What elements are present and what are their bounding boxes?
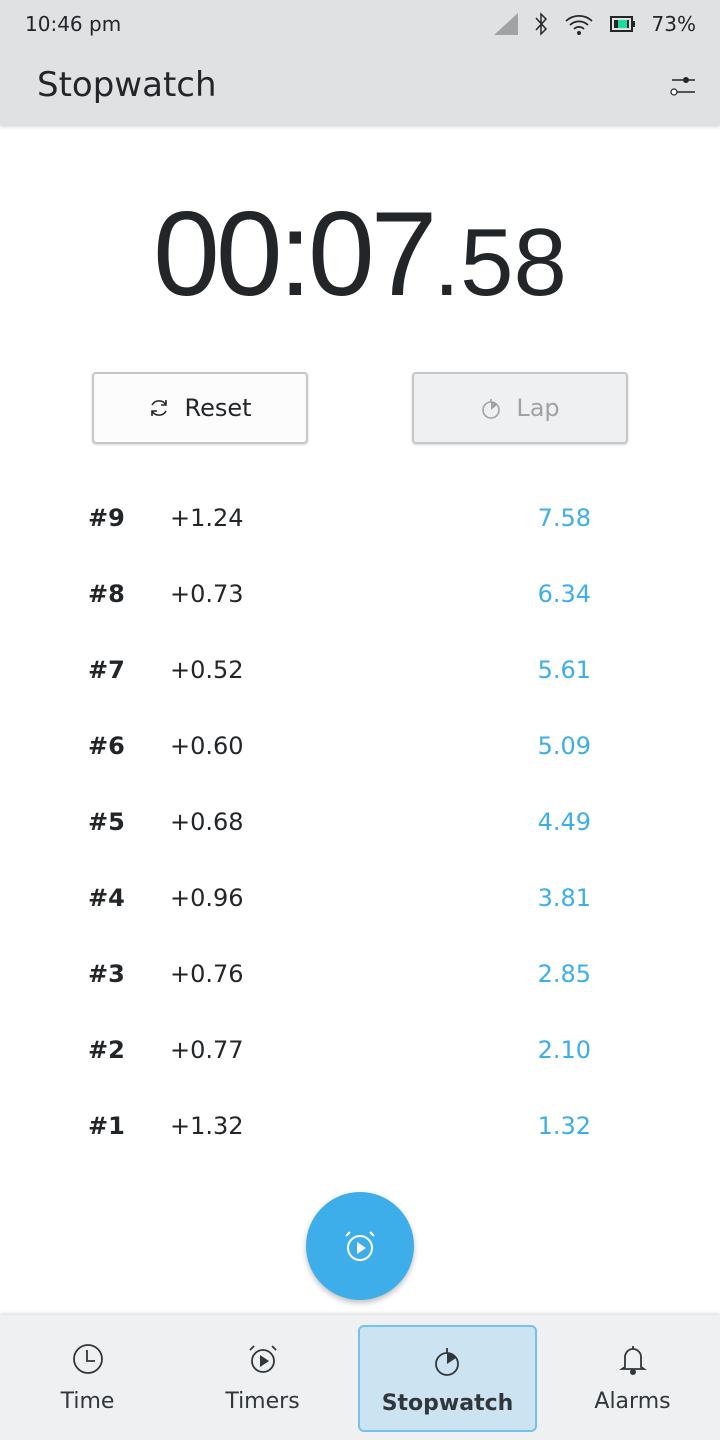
lap-button[interactable]: Lap	[412, 372, 628, 444]
status-time: 10:46 pm	[25, 12, 122, 36]
elapsed-time: 00:07	[153, 187, 437, 321]
lap-total: 6.34	[537, 580, 591, 608]
lap-total: 5.09	[537, 732, 591, 760]
lap-total: 2.85	[537, 960, 591, 988]
start-stop-button[interactable]	[306, 1192, 414, 1300]
lap-row: #9 +1.24 7.58	[0, 500, 720, 576]
lap-delta: +0.76	[170, 960, 244, 988]
lap-number: #4	[88, 884, 125, 912]
lap-delta: +0.52	[170, 656, 244, 684]
lap-delta: +0.68	[170, 808, 244, 836]
nav-alarms-label: Alarms	[594, 1389, 671, 1414]
lap-label: Lap	[516, 394, 560, 422]
lap-delta: +0.73	[170, 580, 244, 608]
lap-list: #9 +1.24 7.58 #8 +0.73 6.34 #7 +0.52 5.61 #6 +0.60…	[0, 500, 720, 1184]
lap-number: #2	[88, 1036, 125, 1064]
sliders-icon[interactable]	[670, 74, 696, 98]
reset-label: Reset	[184, 394, 252, 422]
lap-number: #5	[88, 808, 125, 836]
battery-percent: 73%	[651, 12, 696, 36]
nav-timers-label: Timers	[225, 1389, 300, 1414]
status-bar: 10:46 pm 73%	[0, 0, 720, 50]
nav-stopwatch-label: Stopwatch	[381, 1391, 514, 1416]
lap-number: #8	[88, 580, 125, 608]
reset-button[interactable]: Reset	[92, 372, 308, 444]
lap-total: 2.10	[537, 1036, 591, 1064]
battery-icon	[609, 16, 635, 32]
page-title: Stopwatch	[37, 65, 217, 105]
nav-timers[interactable]: Timers	[175, 1315, 350, 1440]
timer-icon	[248, 1345, 277, 1373]
lap-row: #3 +0.76 2.85	[0, 956, 720, 1032]
stopwatch-display: 00:07.58	[0, 185, 720, 323]
nav-time-label: Time	[60, 1389, 115, 1414]
nav-time[interactable]: Time	[0, 1315, 175, 1440]
lap-delta: +1.24	[170, 504, 244, 532]
signal-icon	[493, 13, 518, 35]
lap-row: #1 +1.32 1.32	[0, 1108, 720, 1184]
lap-number: #6	[88, 732, 125, 760]
stopwatch-icon	[434, 1348, 459, 1376]
play-timer-icon	[345, 1231, 375, 1261]
lap-row: #2 +0.77 2.10	[0, 1032, 720, 1108]
lap-row: #7 +0.52 5.61	[0, 652, 720, 728]
stopwatch-icon	[482, 399, 501, 419]
lap-number: #1	[88, 1112, 125, 1140]
wifi-icon	[564, 14, 593, 35]
lap-row: #5 +0.68 4.49	[0, 804, 720, 880]
bell-icon	[618, 1346, 647, 1375]
lap-delta: +0.96	[170, 884, 244, 912]
bottom-nav: Time Timers Stopwatch Alarms	[0, 1315, 720, 1440]
nav-alarms[interactable]: Alarms	[545, 1315, 720, 1440]
lap-row: #8 +0.73 6.34	[0, 576, 720, 652]
lap-number: #7	[88, 656, 125, 684]
app-header: Stopwatch	[0, 50, 720, 125]
lap-delta: +0.60	[170, 732, 244, 760]
lap-delta: +1.32	[170, 1112, 244, 1140]
lap-number: #9	[88, 504, 125, 532]
lap-total: 5.61	[537, 656, 591, 684]
reset-icon	[151, 400, 168, 416]
lap-total: 1.32	[537, 1112, 591, 1140]
lap-total: 7.58	[537, 504, 591, 532]
lap-total: 4.49	[537, 808, 591, 836]
lap-total: 3.81	[537, 884, 591, 912]
bluetooth-icon	[534, 12, 547, 36]
lap-row: #4 +0.96 3.81	[0, 880, 720, 956]
lap-number: #3	[88, 960, 125, 988]
lap-delta: +0.77	[170, 1036, 244, 1064]
clock-icon	[72, 1344, 103, 1374]
elapsed-fraction: .58	[433, 209, 567, 316]
nav-stopwatch[interactable]: Stopwatch	[358, 1325, 537, 1432]
lap-row: #6 +0.60 5.09	[0, 728, 720, 804]
